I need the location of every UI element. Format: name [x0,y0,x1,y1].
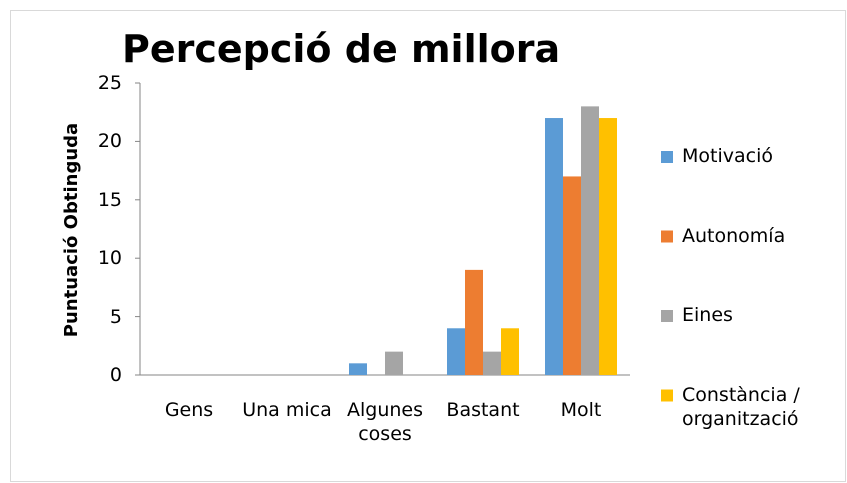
y-tick-label: 15 [97,188,122,211]
x-tick-label: Algunes coses [346,399,423,445]
y-tick-label: 25 [97,72,122,94]
bar [385,351,403,375]
y-tick-label: 5 [109,305,122,328]
x-tick-label: Una mica [242,399,332,421]
legend-swatch [661,310,673,322]
bar [483,351,501,375]
y-axis-label: Puntuació Obtinguda [61,123,82,337]
y-tick-label: 20 [97,130,122,153]
bar [501,328,519,375]
y-tick-label: 10 [97,247,122,270]
bar [581,106,599,376]
bar [599,118,617,375]
legend-label: Autonomía [682,224,786,247]
bar [447,328,465,375]
legend-label: Motivació [682,145,773,167]
bar [563,176,581,375]
bar [465,269,483,375]
bar [349,363,367,375]
legend-swatch [661,389,673,402]
x-tick-label: Molt [560,399,602,421]
frame [10,10,846,482]
chart-title: Percepció de millora [122,27,560,71]
y-tick-label: 0 [109,364,122,386]
legend-swatch [661,230,673,243]
legend-label: Constància / organització [682,383,800,430]
x-tick-label: Gens [164,399,214,421]
legend-label: Eines [682,304,733,326]
x-tick-label: Bastant [446,399,520,421]
bar [545,118,563,375]
legend-swatch [661,151,673,163]
